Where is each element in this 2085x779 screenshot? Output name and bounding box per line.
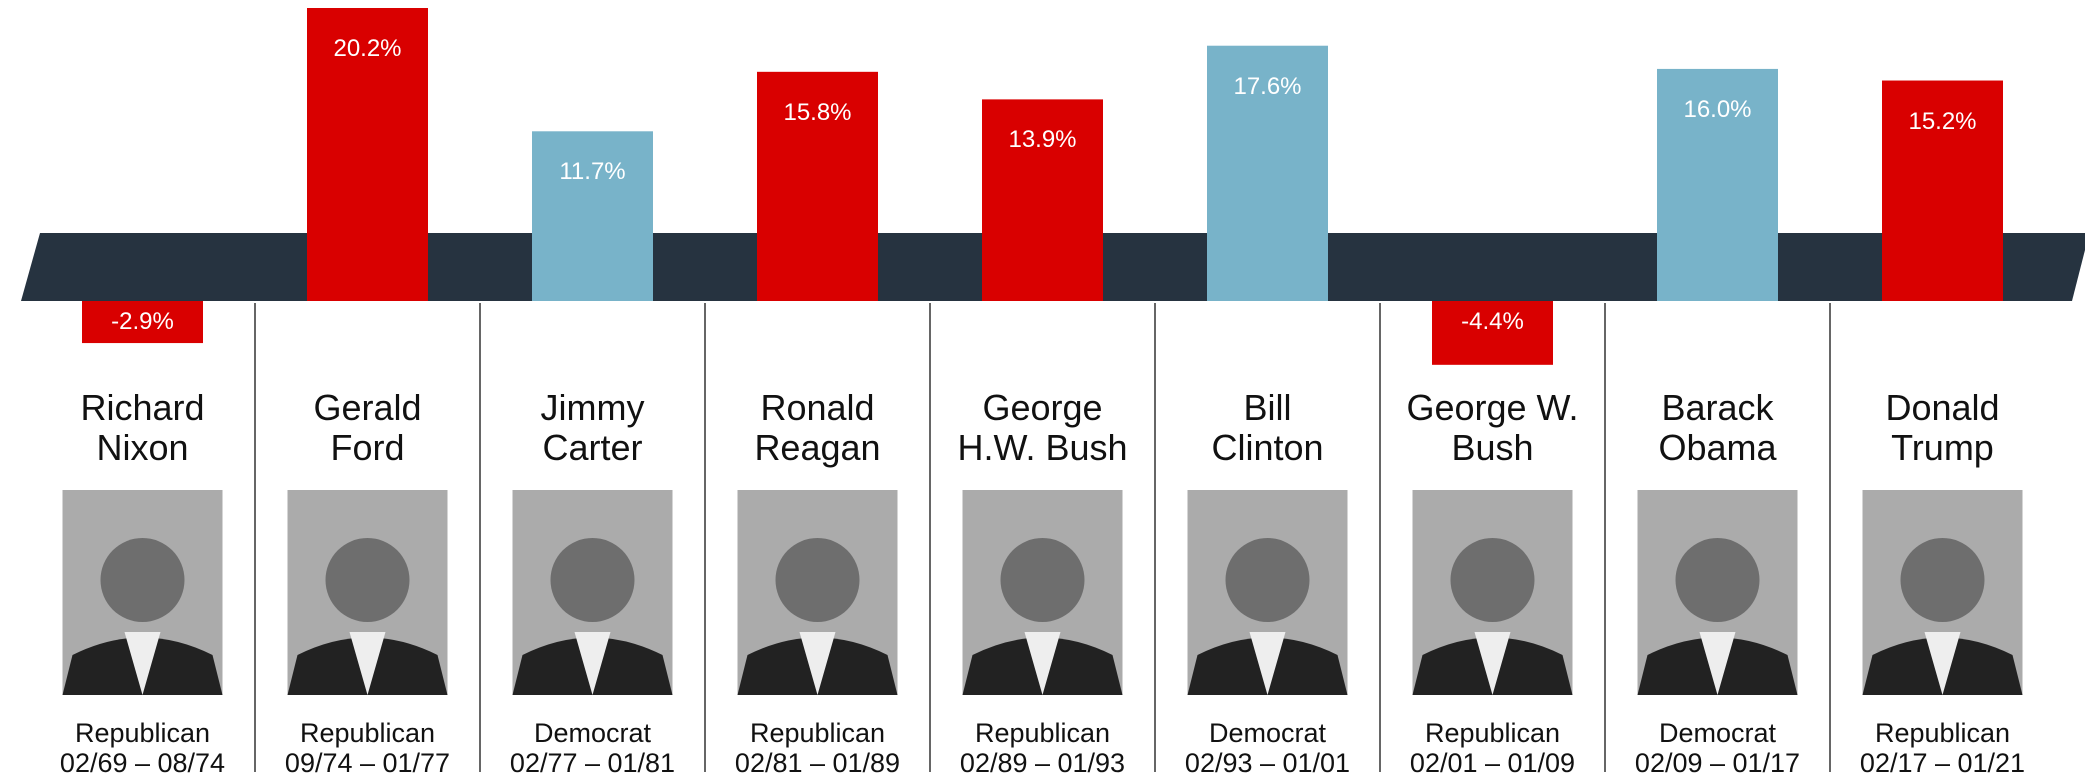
photo-head	[1450, 538, 1535, 622]
president-name: Bill Clinton	[1211, 387, 1324, 468]
photo-head	[550, 538, 635, 622]
bar	[1432, 301, 1553, 365]
photo-head	[325, 538, 410, 622]
president-name: George H.W. Bush	[957, 387, 1128, 468]
photo-shirt	[799, 632, 836, 695]
photo-head	[1900, 538, 1985, 622]
photo-head	[100, 538, 185, 622]
photo-shirt	[1024, 632, 1061, 695]
president-name: Richard Nixon	[80, 387, 205, 468]
bar	[1882, 80, 2003, 301]
party: Republican	[74, 718, 211, 748]
president-name: George W. Bush	[1406, 387, 1579, 468]
photo-shirt	[349, 632, 386, 695]
photo-shirt	[574, 632, 611, 695]
president-name: Jimmy Carter	[540, 387, 645, 468]
bar	[982, 99, 1103, 301]
party: Republican	[974, 718, 1111, 748]
photo-head	[775, 538, 860, 622]
term: 02/81 – 01/89	[734, 748, 901, 778]
photo-shirt	[1249, 632, 1286, 695]
term: 02/93 – 01/01	[1184, 748, 1351, 778]
photo-shirt	[1699, 632, 1736, 695]
party: Democrat	[1208, 718, 1327, 748]
president-name: Donald Trump	[1885, 387, 2000, 468]
bar	[532, 131, 653, 301]
value-label: 17.6%	[1233, 72, 1302, 100]
bar	[82, 301, 203, 344]
party: Democrat	[533, 718, 652, 748]
value-label: 11.7%	[559, 158, 626, 186]
value-label: 15.2%	[1908, 107, 1977, 135]
term: 09/74 – 01/77	[284, 748, 451, 778]
party: Republican	[1874, 718, 2011, 748]
party: Republican	[749, 718, 886, 748]
term: 02/09 – 01/17	[1634, 748, 1801, 778]
bar	[1207, 45, 1328, 301]
photo-shirt	[1924, 632, 1961, 695]
term: 02/69 – 08/74	[59, 748, 226, 778]
president-name: Barack Obama	[1658, 387, 1777, 468]
party: Democrat	[1658, 718, 1777, 748]
party: Republican	[299, 718, 436, 748]
term: 02/01 – 01/09	[1409, 748, 1576, 778]
value-label: -4.4%	[1461, 308, 1524, 335]
photo-head	[1225, 538, 1310, 622]
value-label: 16.0%	[1683, 95, 1752, 123]
value-label: 20.2%	[333, 35, 402, 62]
photo-head	[1675, 538, 1760, 622]
term: 02/77 – 01/81	[509, 748, 676, 778]
party: Republican	[1424, 718, 1561, 748]
photo-shirt	[1474, 632, 1511, 695]
photo-shirt	[124, 632, 161, 695]
bar	[1657, 68, 1778, 301]
value-label: -2.9%	[111, 308, 174, 335]
photo-head	[1000, 538, 1085, 622]
term: 02/89 – 01/93	[959, 748, 1126, 778]
president-name: Ronald Reagan	[754, 387, 881, 468]
term: 02/17 – 01/21	[1859, 748, 2026, 778]
bar	[757, 71, 878, 302]
value-label: 13.9%	[1008, 126, 1077, 154]
president-name: Gerald Ford	[313, 387, 422, 468]
value-label: 15.8%	[783, 98, 852, 126]
bar	[307, 8, 428, 301]
